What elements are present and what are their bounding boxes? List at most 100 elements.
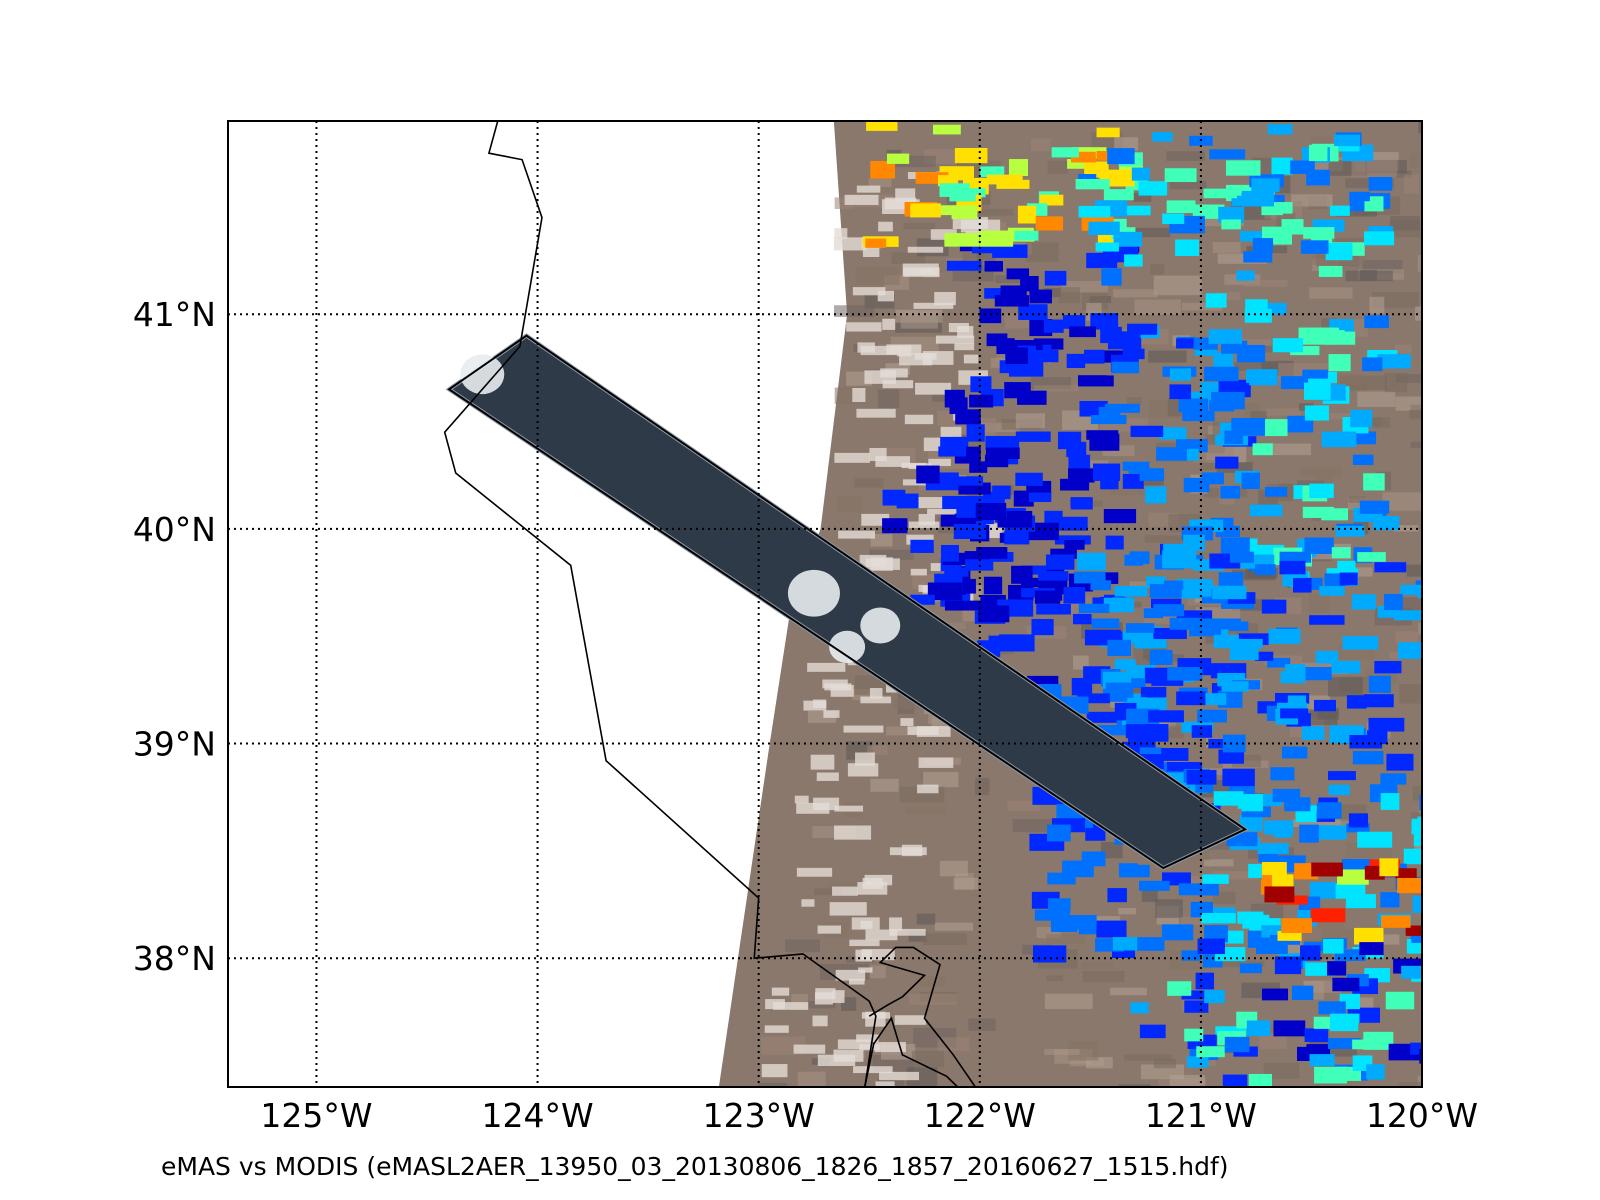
aerosol-pixel xyxy=(1071,677,1093,696)
aerosol-pixel xyxy=(1156,447,1187,461)
aerosol-pixel xyxy=(1328,784,1350,796)
aerosol-pixel xyxy=(937,175,959,187)
aerosol-pixel xyxy=(1152,132,1173,142)
aerosol-pixel xyxy=(1291,985,1314,1000)
land-texture-patch xyxy=(923,771,959,788)
land-texture-patch xyxy=(1133,192,1152,202)
aerosol-pixel xyxy=(1262,861,1287,876)
aerosol-pixel xyxy=(1221,681,1249,692)
longitude-tick-label: 121°W xyxy=(1145,1096,1257,1135)
aerosol-pixel xyxy=(1074,571,1106,584)
cloud-patch xyxy=(793,1044,826,1054)
aerosol-pixel xyxy=(1271,157,1293,175)
aerosol-pixel xyxy=(1313,699,1336,712)
land-texture-patch xyxy=(827,881,859,889)
aerosol-pixel xyxy=(1096,127,1120,138)
land-texture-patch xyxy=(1212,242,1241,253)
aerosol-pixel xyxy=(1368,176,1393,191)
aerosol-pixel xyxy=(1314,1066,1348,1084)
aerosol-pixel xyxy=(1328,771,1356,781)
land-texture-patch xyxy=(855,266,900,286)
aerosol-pixel xyxy=(1330,1013,1360,1023)
aerosol-pixel xyxy=(1363,231,1395,246)
aerosol-pixel xyxy=(1351,594,1376,610)
aerosol-pixel xyxy=(1261,988,1289,1001)
aerosol-pixel xyxy=(1359,500,1390,514)
land-texture-patch xyxy=(868,178,892,188)
aerosol-pixel xyxy=(1264,886,1295,903)
aerosol-pixel xyxy=(1337,869,1369,885)
latitude-tick-label: 40°N xyxy=(133,510,216,549)
cloud-patch xyxy=(771,987,790,996)
aerosol-pixel xyxy=(1166,762,1203,772)
aerosol-pixel xyxy=(1060,478,1090,491)
aerosol-pixel xyxy=(1242,914,1270,929)
aerosol-pixel xyxy=(1176,338,1200,349)
aerosol-pixel xyxy=(1113,231,1143,247)
land-texture-patch xyxy=(1114,137,1139,151)
aerosol-pixel xyxy=(1222,768,1255,787)
aerosol-pixel xyxy=(1105,682,1134,698)
aerosol-pixel xyxy=(1204,990,1225,1004)
aerosol-pixel xyxy=(966,424,985,442)
aerosol-pixel xyxy=(1308,144,1328,162)
cloud-patch xyxy=(874,1042,906,1053)
aerosol-pixel xyxy=(1341,859,1371,871)
land-texture-patch xyxy=(1118,1084,1151,1087)
aerosol-pixel xyxy=(1066,353,1086,368)
aerosol-pixel xyxy=(1176,578,1212,597)
cloud-patch xyxy=(960,219,1001,233)
aerosol-pixel xyxy=(1107,331,1142,350)
aerosol-pixel xyxy=(1274,956,1302,975)
aerosol-pixel xyxy=(1334,134,1361,147)
aerosol-pixel xyxy=(1261,202,1293,214)
aerosol-pixel xyxy=(1039,194,1064,206)
land-texture-patch xyxy=(1025,242,1059,262)
cloud-patch xyxy=(906,534,934,545)
land-texture-patch xyxy=(870,778,899,792)
longitude-tick-label: 125°W xyxy=(260,1096,372,1135)
aerosol-pixel xyxy=(1386,753,1414,771)
aerosol-pixel xyxy=(1078,375,1107,385)
aerosol-pixel xyxy=(1279,560,1306,575)
aerosol-pixel xyxy=(1124,554,1144,566)
aerosol-pixel xyxy=(1034,909,1071,921)
cloud-patch xyxy=(817,925,842,934)
aerosol-pixel xyxy=(1383,593,1403,610)
cloud-patch xyxy=(861,949,895,961)
aerosol-pixel xyxy=(1304,1028,1329,1043)
aerosol-pixel xyxy=(1327,961,1347,976)
land-texture-patch xyxy=(1169,1074,1206,1087)
aerosol-pixel xyxy=(956,476,984,486)
emas-cloud xyxy=(460,354,505,395)
land-texture-patch xyxy=(802,1000,836,1009)
cloud-patch xyxy=(830,685,854,697)
aerosol-pixel xyxy=(1367,730,1388,745)
cloud-patch xyxy=(877,290,895,302)
cloud-patch xyxy=(915,497,943,509)
aerosol-pixel xyxy=(932,124,961,135)
land-texture-patch xyxy=(1254,345,1287,353)
aerosol-pixel xyxy=(940,436,969,450)
land-texture-patch xyxy=(1308,593,1330,613)
land-texture-patch xyxy=(1399,1081,1422,1087)
cloud-patch xyxy=(875,1081,895,1087)
aerosol-pixel xyxy=(1309,327,1339,339)
land-texture-patch xyxy=(1328,413,1367,420)
aerosol-pixel xyxy=(1229,645,1259,661)
aerosol-pixel xyxy=(1151,598,1182,609)
longitude-tick-label: 124°W xyxy=(481,1096,593,1135)
aerosol-pixel xyxy=(944,389,965,408)
aerosol-pixel xyxy=(1135,937,1165,951)
cloud-patch xyxy=(901,462,927,469)
cloud-patch xyxy=(855,752,875,766)
aerosol-pixel xyxy=(1153,627,1187,640)
aerosol-pixel xyxy=(1380,773,1407,785)
land-texture-patch xyxy=(1263,1062,1300,1079)
aerosol-pixel xyxy=(975,502,1007,521)
aerosol-pixel xyxy=(1243,251,1273,263)
aerosol-pixel xyxy=(1251,178,1280,193)
land-texture-patch xyxy=(1033,385,1079,392)
land-texture-patch xyxy=(1100,841,1123,859)
aerosol-pixel xyxy=(970,376,992,393)
